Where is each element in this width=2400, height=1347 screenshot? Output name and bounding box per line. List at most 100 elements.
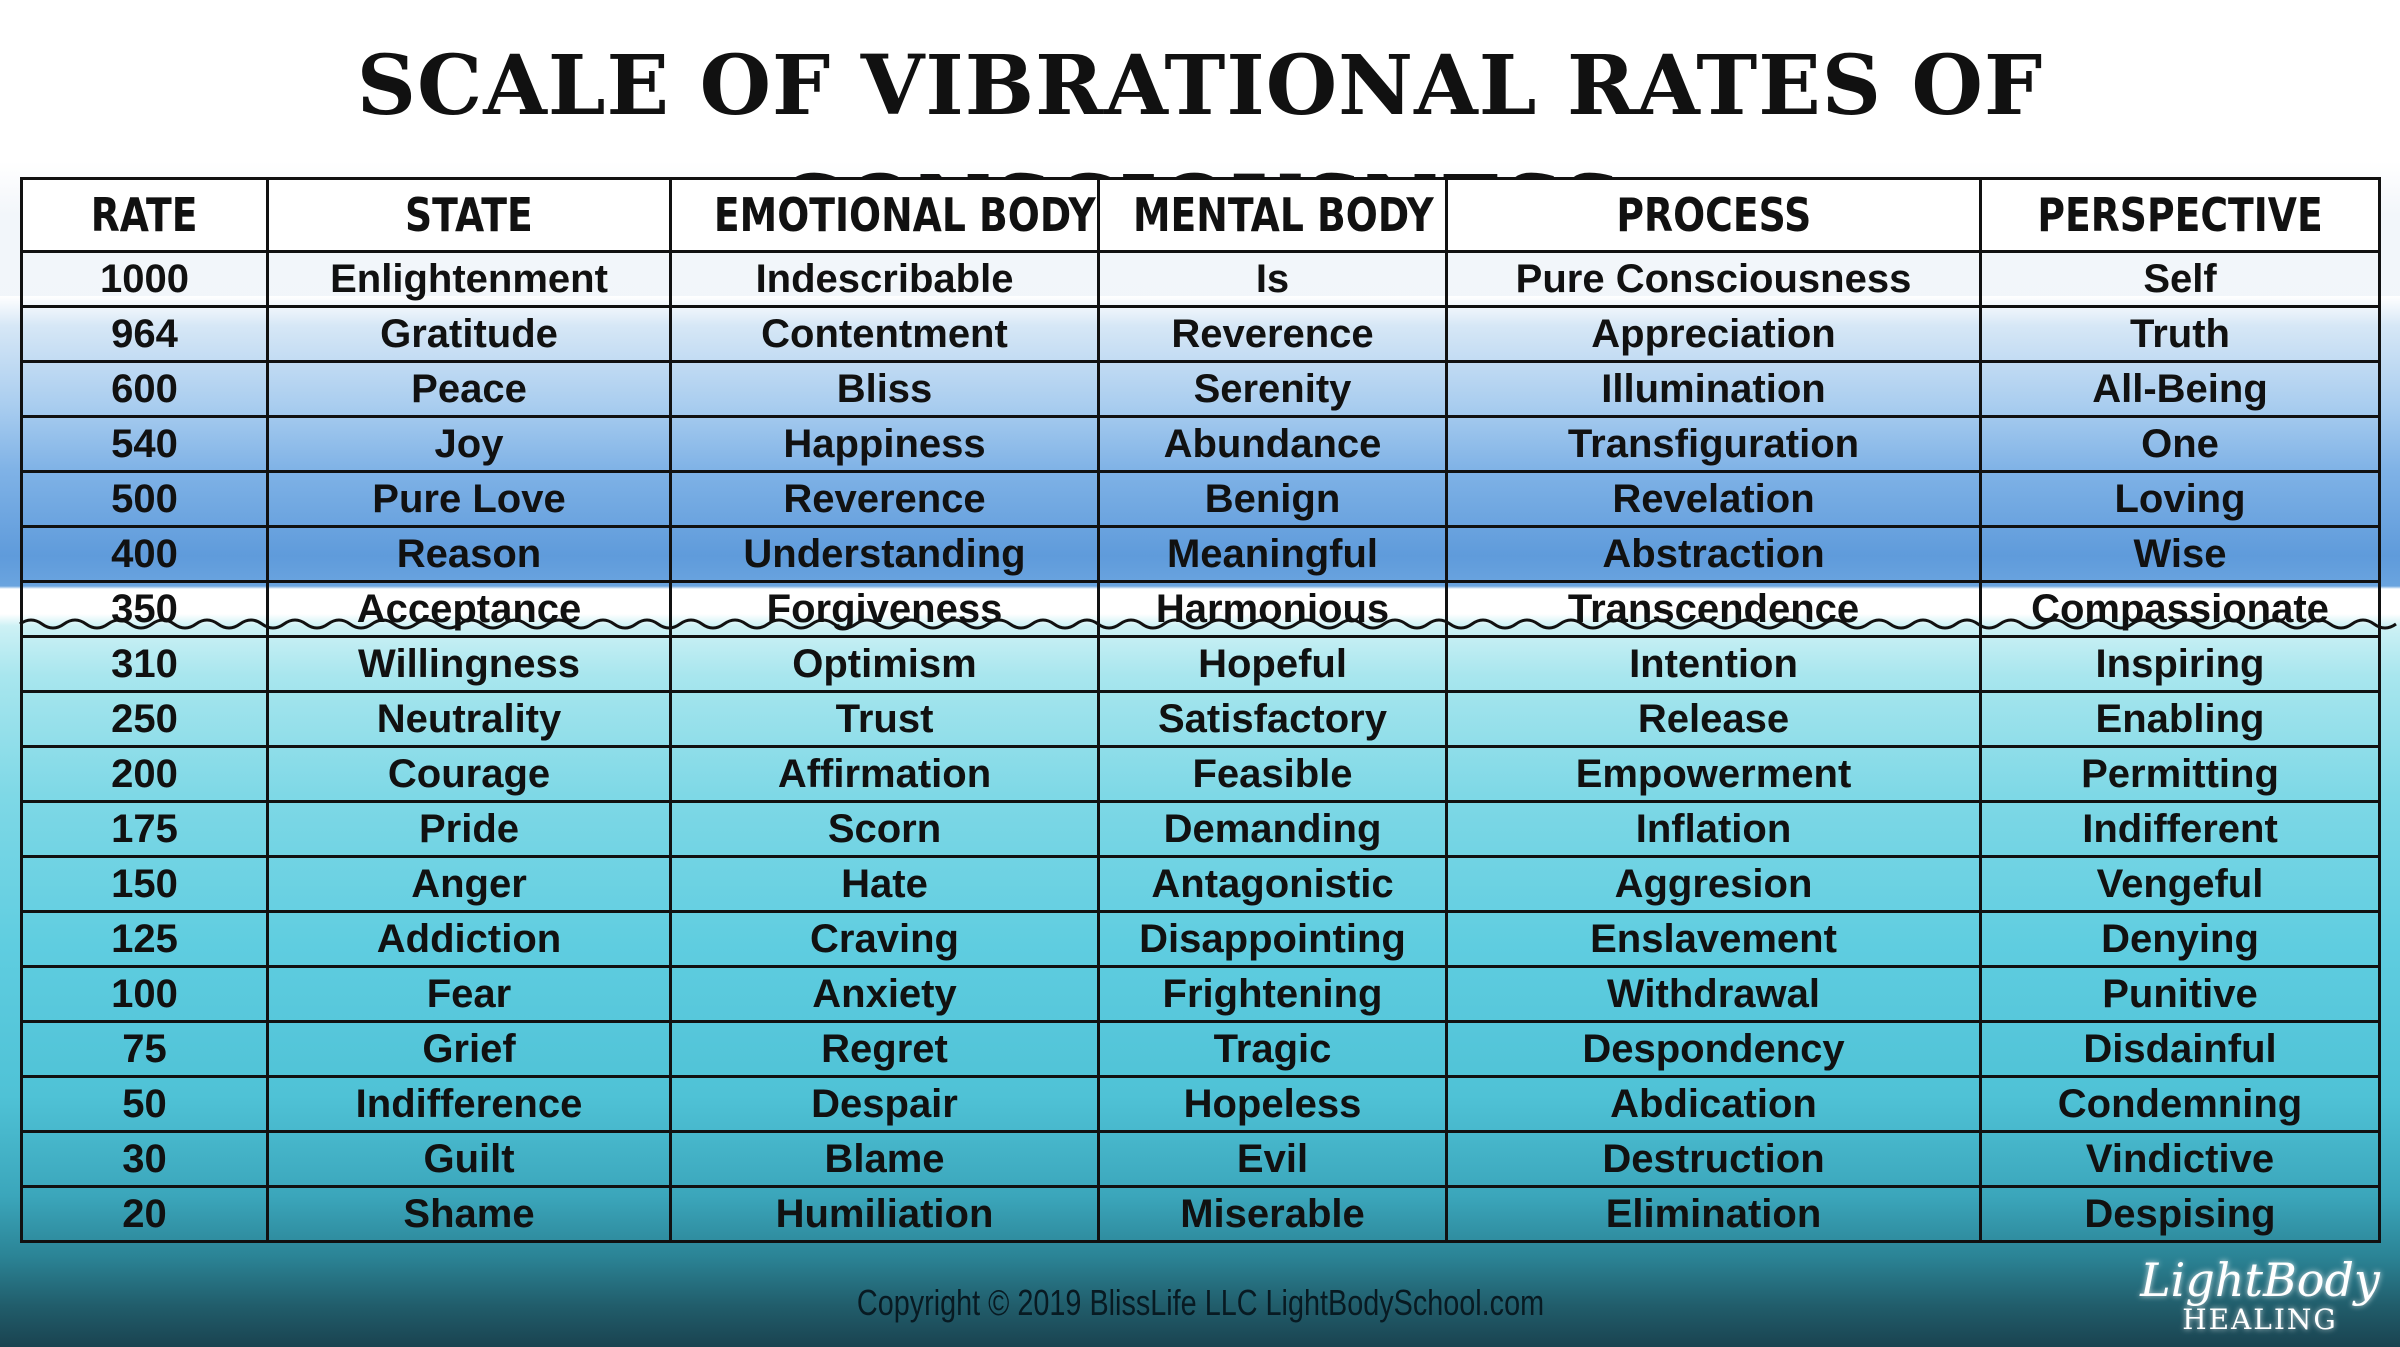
cell-process: Withdrawal: [1445, 965, 1982, 1023]
cell-mental-body: Meaningful: [1097, 525, 1448, 583]
cell-mental-body: Serenity: [1097, 360, 1448, 418]
cell-rate: 125: [20, 910, 269, 968]
cell-perspective: Truth: [1979, 305, 2381, 363]
page-title: SCALE OF VIBRATIONAL RATES OF CONSCIOUSN…: [356, 38, 2044, 254]
cell-process: Inflation: [1445, 800, 1982, 858]
cell-rate: 600: [20, 360, 269, 418]
cell-mental-body: Miserable: [1097, 1185, 1448, 1243]
table-row: 350 Acceptance Forgiveness Harmonious Transc…: [20, 580, 2381, 638]
lightbody-healing-logo: LightBody HEALING: [2140, 1253, 2380, 1336]
cell-process: Aggresion: [1445, 855, 1982, 913]
cell-emotional-body: Craving: [669, 910, 1100, 968]
table-row: 964 Gratitude Contentment Reverence Apprecia…: [20, 305, 2381, 363]
cell-perspective: One: [1979, 415, 2381, 473]
cell-rate: 20: [20, 1185, 269, 1243]
table-row: 75 Grief Regret Tragic Despondency Disdainful: [20, 1020, 2381, 1078]
cell-rate: 30: [20, 1130, 269, 1188]
cell-mental-body: Demanding: [1097, 800, 1448, 858]
column-header-state: STATE: [266, 177, 672, 253]
cell-process: Destruction: [1445, 1130, 1982, 1188]
cell-mental-body: Abundance: [1097, 415, 1448, 473]
cell-state: Courage: [266, 745, 672, 803]
table-row: 500 Pure Love Reverence Benign Revelation Lov…: [20, 470, 2381, 528]
cell-perspective: Loving: [1979, 470, 2381, 528]
table-row: 600 Peace Bliss Serenity Illumination All-Bei…: [20, 360, 2381, 418]
cell-perspective: Vengeful: [1979, 855, 2381, 913]
cell-state: Grief: [266, 1020, 672, 1078]
cell-state: Pride: [266, 800, 672, 858]
cell-emotional-body: Indescribable: [669, 250, 1100, 308]
cell-emotional-body: Understanding: [669, 525, 1100, 583]
table-row: 150 Anger Hate Antagonistic Aggresion Vengefu…: [20, 855, 2381, 913]
cell-mental-body: Is: [1097, 250, 1448, 308]
table-row: 200 Courage Affirmation Feasible Empowerment…: [20, 745, 2381, 803]
cell-rate: 150: [20, 855, 269, 913]
cell-mental-body: Disappointing: [1097, 910, 1448, 968]
table-row: 540 Joy Happiness Abundance Transfiguration O…: [20, 415, 2381, 473]
cell-rate: 250: [20, 690, 269, 748]
cell-process: Empowerment: [1445, 745, 1982, 803]
cell-mental-body: Antagonistic: [1097, 855, 1448, 913]
cell-mental-body: Frightening: [1097, 965, 1448, 1023]
cell-state: Indifference: [266, 1075, 672, 1133]
cell-emotional-body: Optimism: [669, 635, 1100, 693]
wave-divider: [19, 618, 2397, 630]
cell-mental-body: Benign: [1097, 470, 1448, 528]
vibrational-scale-table: RATE STATE EMOTIONAL BODY MENTAL BODY PR…: [20, 177, 2381, 1243]
cell-rate: 175: [20, 800, 269, 858]
cell-emotional-body: Trust: [669, 690, 1100, 748]
cell-emotional-body: Regret: [669, 1020, 1100, 1078]
cell-state: Neutrality: [266, 690, 672, 748]
cell-rate: 540: [20, 415, 269, 473]
cell-mental-body: Satisfactory: [1097, 690, 1448, 748]
cell-emotional-body: Affirmation: [669, 745, 1100, 803]
cell-mental-body: Evil: [1097, 1130, 1448, 1188]
table-row: 20 Shame Humiliation Miserable Elimination De…: [20, 1185, 2381, 1243]
cell-process: Illumination: [1445, 360, 1982, 418]
cell-emotional-body: Anxiety: [669, 965, 1100, 1023]
table-row: 400 Reason Understanding Meaningful Abstract…: [20, 525, 2381, 583]
cell-emotional-body: Happiness: [669, 415, 1100, 473]
cell-process: Revelation: [1445, 470, 1982, 528]
cell-rate: 400: [20, 525, 269, 583]
cell-perspective: Self: [1979, 250, 2381, 308]
column-header-rate: RATE: [20, 177, 269, 253]
cell-perspective: Vindictive: [1979, 1130, 2381, 1188]
cell-process: Release: [1445, 690, 1982, 748]
cell-state: Addiction: [266, 910, 672, 968]
cell-mental-body: Reverence: [1097, 305, 1448, 363]
table-row: 1000 Enlightenment Indescribable Is Pure Con…: [20, 250, 2381, 308]
table-row: 100 Fear Anxiety Frightening Withdrawal Punit…: [20, 965, 2381, 1023]
cell-rate: 1000: [20, 250, 269, 308]
cell-state: Reason: [266, 525, 672, 583]
cell-process: Appreciation: [1445, 305, 1982, 363]
table-row: 125 Addiction Craving Disappointing Enslavem…: [20, 910, 2381, 968]
column-header-process: PROCESS: [1445, 177, 1982, 253]
cell-perspective: Disdainful: [1979, 1020, 2381, 1078]
table-row: 175 Pride Scorn Demanding Inflation Indiffere…: [20, 800, 2381, 858]
cell-state: Anger: [266, 855, 672, 913]
cell-mental-body: Hopeful: [1097, 635, 1448, 693]
cell-perspective: Indifferent: [1979, 800, 2381, 858]
cell-state: Shame: [266, 1185, 672, 1243]
cell-mental-body: Feasible: [1097, 745, 1448, 803]
cell-perspective: Permitting: [1979, 745, 2381, 803]
cell-emotional-body: Reverence: [669, 470, 1100, 528]
cell-perspective: Enabling: [1979, 690, 2381, 748]
cell-emotional-body: Blame: [669, 1130, 1100, 1188]
cell-perspective: Wise: [1979, 525, 2381, 583]
cell-process: Transcendence: [1445, 580, 1982, 638]
column-header-emotional-body: EMOTIONAL BODY: [669, 177, 1100, 253]
cell-perspective: Despising: [1979, 1185, 2381, 1243]
cell-process: Enslavement: [1445, 910, 1982, 968]
cell-rate: 50: [20, 1075, 269, 1133]
cell-emotional-body: Contentment: [669, 305, 1100, 363]
cell-perspective: Denying: [1979, 910, 2381, 968]
cell-perspective: Compassionate: [1979, 580, 2381, 638]
cell-process: Abstraction: [1445, 525, 1982, 583]
cell-rate: 75: [20, 1020, 269, 1078]
cell-rate: 964: [20, 305, 269, 363]
table-row: 30 Guilt Blame Evil Destruction Vindictive: [20, 1130, 2381, 1188]
cell-state: Guilt: [266, 1130, 672, 1188]
cell-emotional-body: Bliss: [669, 360, 1100, 418]
